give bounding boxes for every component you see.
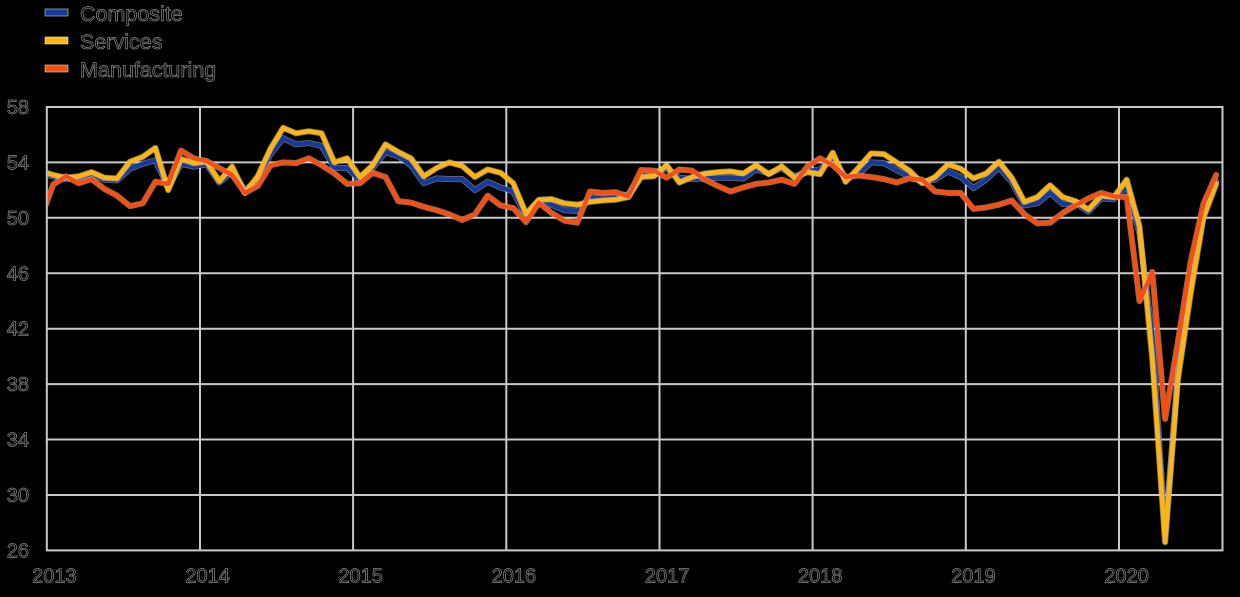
- svg-text:34: 34: [7, 430, 29, 452]
- svg-text:42: 42: [7, 319, 29, 341]
- svg-text:2015: 2015: [338, 566, 383, 588]
- svg-text:54: 54: [7, 152, 29, 174]
- svg-text:2019: 2019: [951, 566, 996, 588]
- svg-text:30: 30: [7, 485, 29, 507]
- svg-text:2014: 2014: [185, 566, 230, 588]
- svg-text:2013: 2013: [32, 566, 77, 588]
- svg-text:Services: Services: [80, 30, 162, 54]
- svg-text:Composite: Composite: [80, 2, 183, 26]
- svg-text:38: 38: [7, 374, 29, 396]
- svg-text:50: 50: [7, 208, 29, 230]
- svg-text:2018: 2018: [798, 566, 843, 588]
- svg-text:58: 58: [7, 97, 29, 119]
- svg-text:2020: 2020: [1104, 566, 1149, 588]
- svg-text:2016: 2016: [492, 566, 537, 588]
- svg-text:26: 26: [7, 540, 29, 562]
- svg-text:46: 46: [7, 263, 29, 285]
- svg-text:Manufacturing: Manufacturing: [80, 58, 216, 82]
- svg-text:2017: 2017: [645, 566, 690, 588]
